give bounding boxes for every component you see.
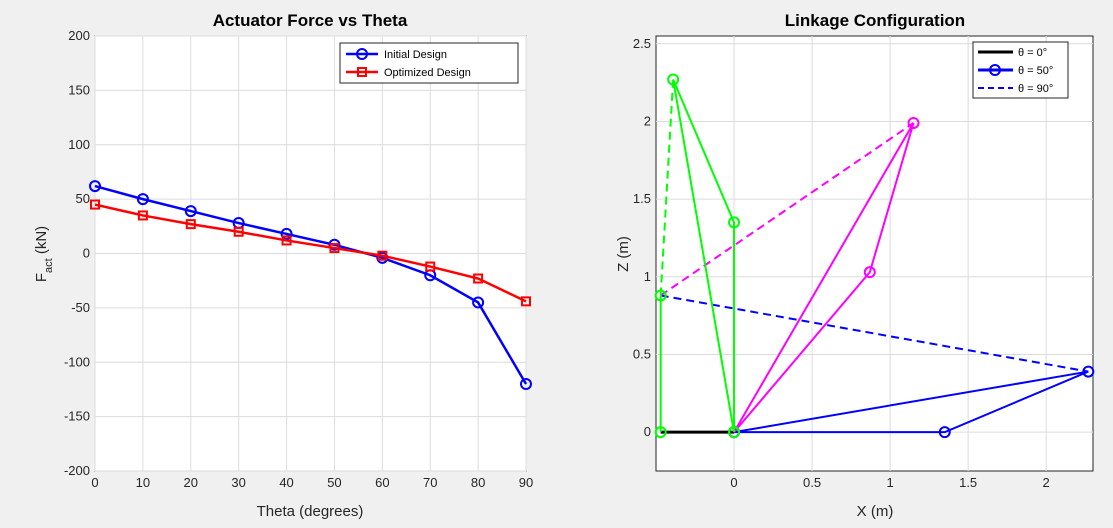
joint-marker [938,426,951,439]
force-chart: 0 10 20 30 40 50 60 70 80 90 -200 -150 -100 -50 0 50 100… [33,11,533,520]
legend-label: θ = 90° [1018,83,1053,95]
x-tick-label: 0 [730,475,737,490]
y-tick-label: 2.5 [633,36,651,51]
linkage-chart-legend: θ = 0° θ = 50° θ = 90° [972,41,1069,99]
x-tick-label: 60 [375,475,389,490]
x-tick-label: 20 [184,475,198,490]
legend-label: θ = 0° [1018,47,1047,59]
x-tick-label: 2 [1043,475,1050,490]
data-point [137,210,148,221]
series-line-0 [94,184,528,385]
data-point [280,227,293,240]
linkage-chart-title: Linkage Configuration [785,11,965,30]
y-tick-label: 0 [644,424,651,439]
data-point [472,296,485,309]
y-tick-label: 50 [76,191,90,206]
y-tick-label: 1 [644,269,651,284]
force-chart-title: Actuator Force vs Theta [213,11,408,30]
x-tick-label: 0.5 [803,475,821,490]
link-line-7 [659,79,675,296]
linkage-chart-xlabel: X (m) [857,503,894,520]
link-line-2 [660,294,1089,373]
data-point [521,296,531,307]
y-tick-label: 0.5 [633,346,651,361]
x-tick-label: 1.5 [959,475,977,490]
series-line-1 [94,203,527,303]
data-point [233,226,244,237]
x-tick-label: 70 [423,475,437,490]
force-chart-ylabel: Fact (kN) [33,226,55,282]
y-tick-label: 100 [68,137,90,152]
linkage-chart-ylabel: Z (m) [615,236,632,272]
legend-label: θ = 50° [1018,65,1053,77]
legend-marker [357,67,367,77]
x-tick-label: 0 [91,475,98,490]
force-ylabel-main: F [33,273,50,282]
legend-label: Optimized Design [384,67,471,79]
legend-label: Initial Design [384,49,447,61]
x-tick-label: 40 [279,475,293,490]
data-point [184,205,197,218]
linkage-chart: 0 0.5 1 1.5 2 0 0.5 1 1.5 2 2.5 Linkage Configurat… [615,11,1095,520]
y-tick-label: -100 [64,354,90,369]
data-point [90,199,100,210]
x-tick-label: 90 [519,475,533,490]
y-tick-label: 1.5 [633,191,651,206]
x-tick-label: 50 [327,475,341,490]
force-ylabel-unit: (kN) [33,226,50,259]
force-chart-legend: Initial Design Optimized Design [339,42,519,84]
legend-marker [356,48,368,60]
data-point [89,180,101,193]
joint-marker [728,216,741,229]
link-line-6 [672,79,736,433]
legend-marker [989,64,1001,76]
data-point [473,273,484,284]
data-point [520,378,532,390]
legend-frame [339,42,519,84]
y-tick-label: 150 [68,82,90,97]
x-tick-label: 30 [231,475,245,490]
link-line-1 [733,370,1089,434]
joint-marker [907,117,920,129]
joint-marker [863,266,876,279]
y-tick-label: 2 [644,113,651,128]
y-tick-label: 200 [68,28,90,43]
x-tick-label: 80 [471,475,485,490]
y-tick-label: -50 [71,300,90,315]
force-chart-xlabel: Theta (degrees) [257,503,364,520]
data-point [185,219,196,230]
y-tick-label: -200 [64,463,90,478]
force-ylabel-sub: act [43,258,55,273]
data-point [377,250,388,261]
joint-marker [654,426,667,439]
y-tick-label: 0 [83,246,90,261]
x-tick-label: 1 [886,475,893,490]
data-point [329,243,340,254]
x-tick-label: 10 [136,475,150,490]
link-line-3 [733,122,915,433]
data-point [136,193,149,206]
y-tick-label: -150 [64,409,90,424]
data-point [281,235,292,246]
data-point [425,261,436,272]
joint-marker [728,426,741,439]
